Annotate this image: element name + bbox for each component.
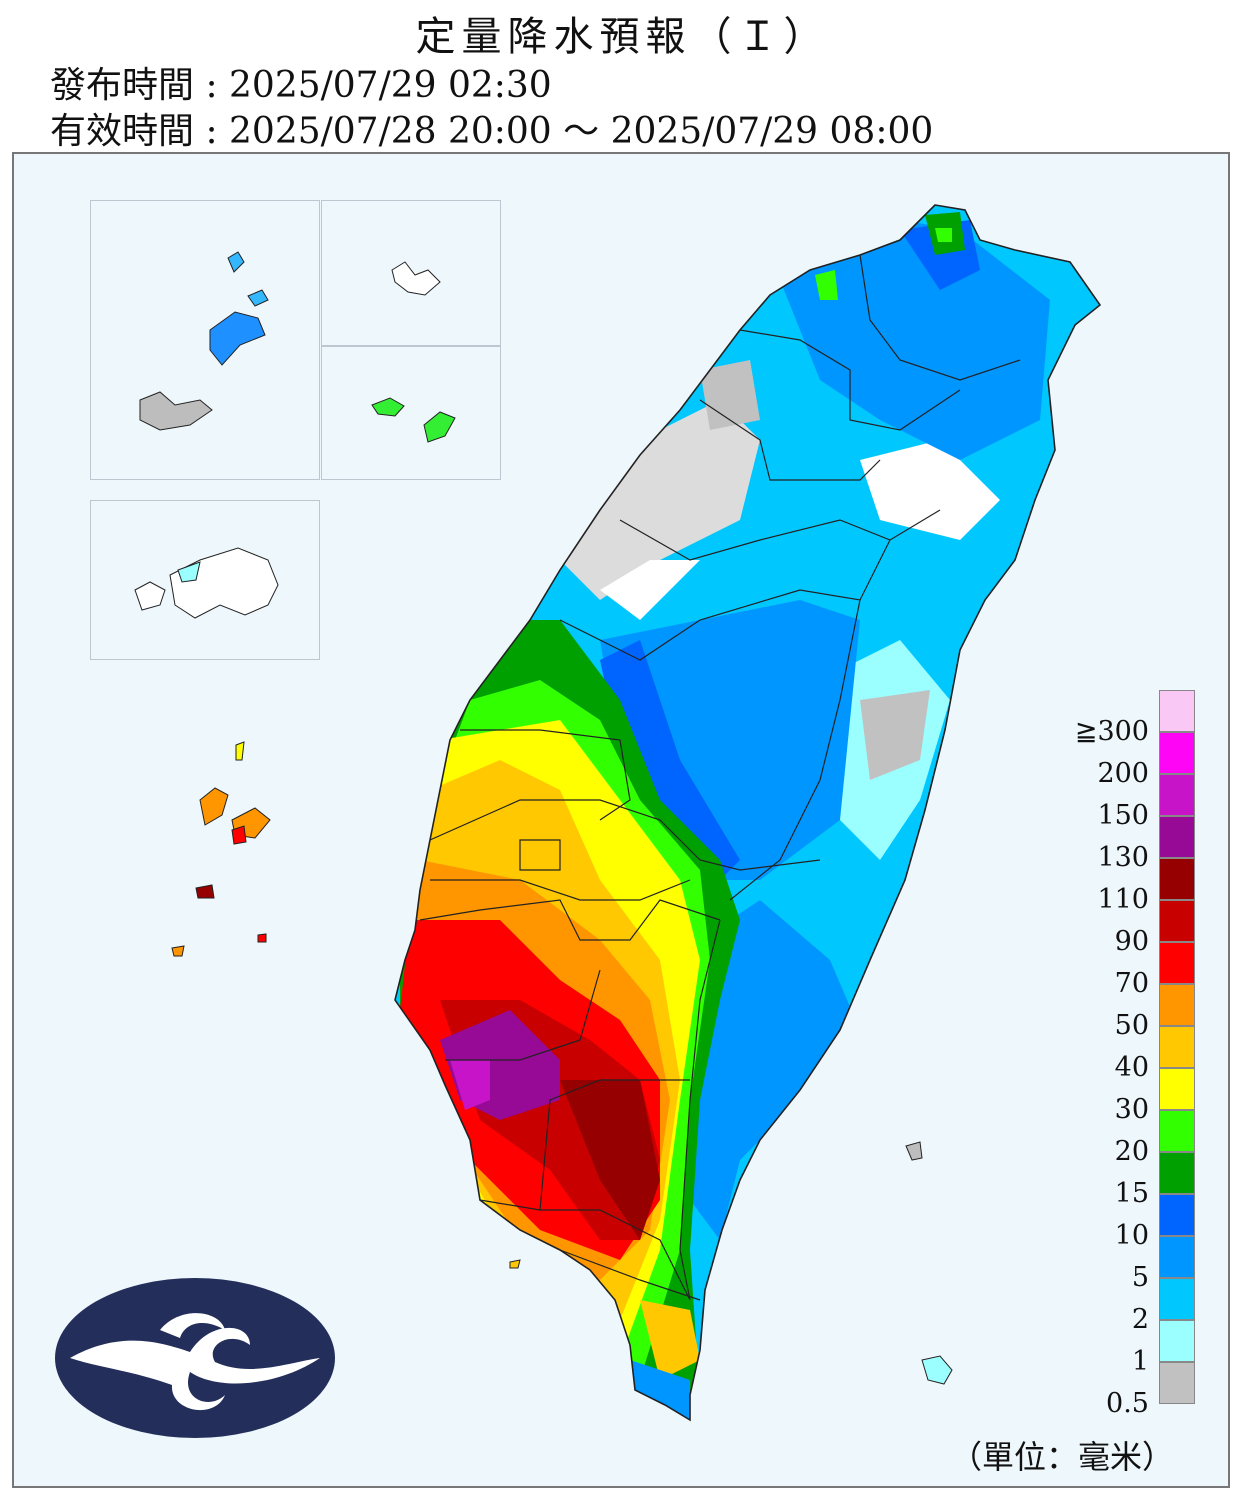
orchid-island xyxy=(921,1355,953,1385)
legend-label: 90 xyxy=(1114,926,1149,957)
issued-time: 發布時間 : 2025/07/29 02:30 xyxy=(50,65,552,106)
legend-label: 1 xyxy=(1131,1346,1149,1377)
cwa-logo-icon xyxy=(55,1278,335,1438)
legend-label: 70 xyxy=(1114,968,1149,999)
legend-swatch xyxy=(1159,816,1195,858)
legend-label: 130 xyxy=(1097,842,1149,873)
legend-label: 15 xyxy=(1114,1178,1149,1209)
wuqiu-islands xyxy=(371,397,456,443)
legend-swatch xyxy=(1159,1236,1195,1278)
legend-swatch xyxy=(1159,984,1195,1026)
legend-swatch xyxy=(1159,858,1195,900)
penghu-islands xyxy=(171,741,271,957)
legend-label: 10 xyxy=(1114,1220,1149,1251)
dongyin-islands xyxy=(391,261,441,296)
county-borders xyxy=(394,204,1102,1422)
matsu-islands xyxy=(139,251,269,431)
legend-swatch xyxy=(1159,1278,1195,1320)
legend-label: 110 xyxy=(1097,884,1149,915)
legend-label: 0.5 xyxy=(1106,1388,1149,1419)
green-island xyxy=(905,1141,923,1161)
legend-label: 40 xyxy=(1114,1052,1149,1083)
valid-time: 有效時間 : 2025/07/28 20:00 ～ 2025/07/29 08:… xyxy=(50,111,934,152)
liuqiu-island xyxy=(509,1259,521,1269)
inset-wuqiu xyxy=(321,346,501,480)
legend-label: 50 xyxy=(1114,1010,1149,1041)
legend-swatch xyxy=(1159,1152,1195,1194)
legend-swatch xyxy=(1159,942,1195,984)
legend-swatch xyxy=(1159,900,1195,942)
inset-kinmen xyxy=(90,500,320,660)
legend-swatch xyxy=(1159,690,1195,732)
taiwan-rainfall xyxy=(395,205,1100,1420)
legend-unit: （單位：毫米） xyxy=(950,1438,1175,1476)
kinmen-islands xyxy=(134,547,279,619)
legend-swatch xyxy=(1159,1110,1195,1152)
legend-label: 20 xyxy=(1114,1136,1149,1167)
legend-label: 2 xyxy=(1131,1304,1149,1335)
legend-swatch xyxy=(1159,774,1195,816)
legend-label: 150 xyxy=(1097,800,1149,831)
legend-swatch xyxy=(1159,1194,1195,1236)
legend-swatch xyxy=(1159,1068,1195,1110)
map-title: 定量降水預報（Ｉ） xyxy=(415,14,830,60)
legend-swatch xyxy=(1159,1320,1195,1362)
inset-matsu xyxy=(90,200,320,480)
legend-label: 200 xyxy=(1097,758,1149,789)
legend-label: ≧300 xyxy=(1074,716,1149,747)
inset-dongyin xyxy=(321,200,501,346)
legend-label: 30 xyxy=(1114,1094,1149,1125)
legend-swatch xyxy=(1159,1362,1195,1404)
legend-swatch xyxy=(1159,732,1195,774)
legend-label: 5 xyxy=(1131,1262,1149,1293)
legend-swatch xyxy=(1159,1026,1195,1068)
